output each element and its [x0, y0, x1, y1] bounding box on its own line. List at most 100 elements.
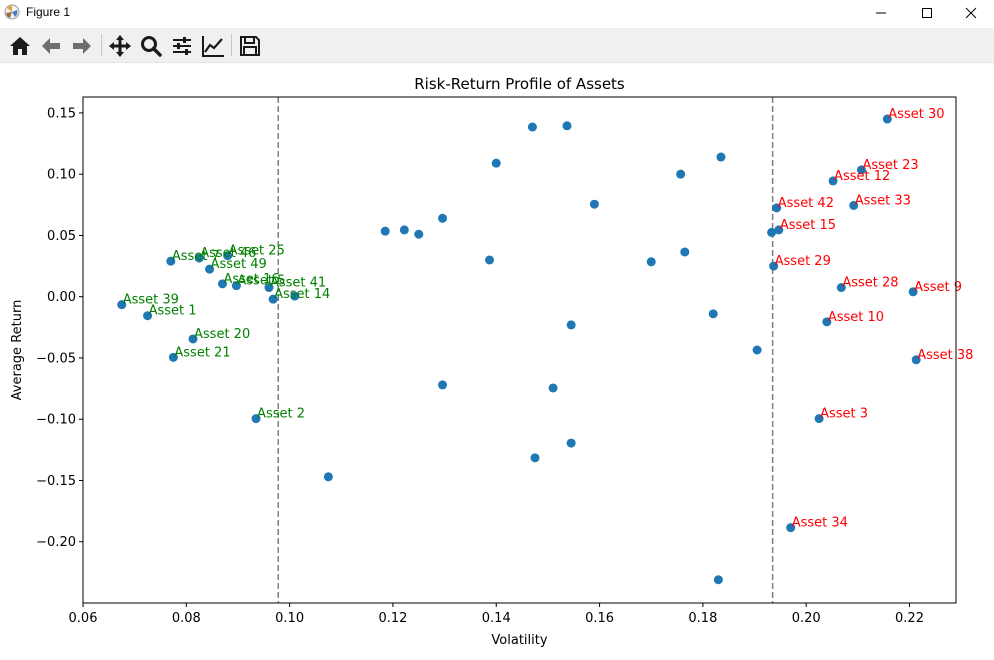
scatter-point[interactable]	[716, 152, 726, 162]
asset-label: Asset 25	[229, 244, 285, 259]
scatter-point[interactable]	[814, 414, 824, 424]
matplotlib-logo-icon	[4, 4, 20, 20]
asset-label: Asset 29	[775, 254, 831, 269]
scatter-chart[interactable]: Risk-Return Profile of Assets Asset 39 As…	[0, 64, 994, 660]
asset-label: Asset 3	[820, 407, 868, 422]
toolbar-separator	[101, 34, 102, 56]
pan-button[interactable]	[106, 32, 134, 60]
asset-label: Asset 7	[172, 249, 220, 264]
scatter-point[interactable]	[485, 255, 495, 265]
back-button[interactable]	[37, 32, 65, 60]
scatter-point[interactable]	[491, 158, 501, 168]
chart-title: Risk-Return Profile of Assets	[414, 75, 625, 93]
scatter-point[interactable]	[646, 257, 656, 267]
asset-label: Asset 14	[274, 287, 330, 302]
scatter-point[interactable]	[589, 199, 599, 209]
scatter-point[interactable]	[205, 264, 215, 274]
x-tick-label: 0.16	[585, 611, 614, 626]
scatter-point[interactable]	[530, 453, 540, 463]
scatter-point[interactable]	[772, 203, 782, 213]
x-tick-label: 0.10	[275, 611, 304, 626]
maximize-button[interactable]	[904, 0, 950, 26]
forward-button[interactable]	[68, 32, 96, 60]
asset-label: Asset 30	[888, 107, 944, 122]
scatter-point[interactable]	[290, 291, 300, 301]
scatter-point[interactable]	[769, 261, 779, 271]
scatter-point[interactable]	[166, 256, 176, 266]
scatter-point[interactable]	[527, 122, 537, 132]
home-button[interactable]	[6, 32, 34, 60]
scatter-point[interactable]	[911, 355, 921, 365]
minimize-button[interactable]	[858, 0, 904, 26]
scatter-point[interactable]	[566, 438, 576, 448]
scatter-point[interactable]	[438, 380, 448, 390]
y-tick-label: −0.05	[36, 351, 76, 366]
scatter-point[interactable]	[438, 213, 448, 223]
asset-label: Asset 10	[828, 310, 884, 325]
scatter-point[interactable]	[217, 279, 227, 289]
scatter-point[interactable]	[680, 247, 690, 257]
scatter-point[interactable]	[194, 253, 204, 263]
y-axis-label: Average Return	[10, 300, 25, 401]
asset-label: Asset 2	[257, 407, 305, 422]
edit-axis-button[interactable]	[199, 32, 227, 60]
scatter-point[interactable]	[752, 345, 762, 355]
scatter-point[interactable]	[562, 121, 572, 131]
configure-subplots-button[interactable]	[168, 32, 196, 60]
scatter-point[interactable]	[908, 287, 918, 297]
scatter-point[interactable]	[380, 226, 390, 236]
scatter-point[interactable]	[414, 229, 424, 239]
window-title-bar: Figure 1	[0, 0, 994, 26]
asset-label: Asset 16	[223, 272, 279, 287]
asset-label: Asset 39	[123, 293, 179, 308]
plot-area-frame	[82, 96, 957, 604]
scatter-point[interactable]	[836, 283, 846, 293]
scatter-point[interactable]	[117, 300, 127, 310]
scatter-point[interactable]	[828, 176, 838, 186]
scatter-point[interactable]	[882, 114, 892, 124]
asset-label: Asset 15	[780, 218, 836, 233]
window-title: Figure 1	[26, 5, 71, 19]
asset-label: Asset 33	[855, 193, 911, 208]
line-chart-icon	[202, 36, 224, 57]
asset-label: Asset 9	[914, 280, 962, 295]
scatter-point[interactable]	[223, 251, 233, 261]
scatter-point[interactable]	[399, 225, 409, 235]
floppy-disk-icon	[240, 36, 260, 56]
navigation-toolbar	[0, 28, 994, 63]
asset-label: Asset 34	[792, 516, 848, 531]
scatter-point[interactable]	[548, 383, 558, 393]
scatter-point[interactable]	[708, 309, 718, 319]
arrow-right-icon	[73, 38, 91, 54]
asset-label: Asset 46	[200, 246, 256, 261]
scatter-point[interactable]	[188, 334, 198, 344]
scatter-point[interactable]	[566, 320, 576, 330]
scatter-point[interactable]	[767, 227, 777, 237]
arrow-left-icon	[42, 38, 60, 54]
x-axis-label: Volatility	[491, 633, 547, 648]
scatter-point[interactable]	[143, 311, 153, 321]
zoom-button[interactable]	[137, 32, 165, 60]
save-button[interactable]	[236, 32, 264, 60]
scatter-point[interactable]	[251, 414, 261, 424]
scatter-point[interactable]	[323, 472, 333, 482]
x-tick-label: 0.06	[69, 611, 98, 626]
asset-label: Asset 23	[862, 158, 918, 173]
scatter-point[interactable]	[774, 225, 784, 235]
scatter-point[interactable]	[264, 283, 274, 293]
scatter-point[interactable]	[822, 317, 832, 327]
scatter-point[interactable]	[713, 575, 723, 585]
x-tick-label: 0.18	[688, 611, 717, 626]
scatter-point[interactable]	[231, 281, 241, 291]
scatter-point[interactable]	[786, 523, 796, 533]
scatter-point[interactable]	[268, 294, 278, 304]
toolbar-separator	[231, 34, 232, 56]
close-button[interactable]	[948, 0, 994, 26]
scatter-point[interactable]	[856, 165, 866, 175]
scatter-point[interactable]	[676, 169, 686, 179]
asset-label: Asset 20	[194, 327, 250, 342]
scatter-point[interactable]	[849, 200, 859, 210]
scatter-point[interactable]	[168, 352, 178, 362]
maximize-icon	[922, 8, 932, 18]
y-tick-label: 0.05	[47, 229, 76, 244]
